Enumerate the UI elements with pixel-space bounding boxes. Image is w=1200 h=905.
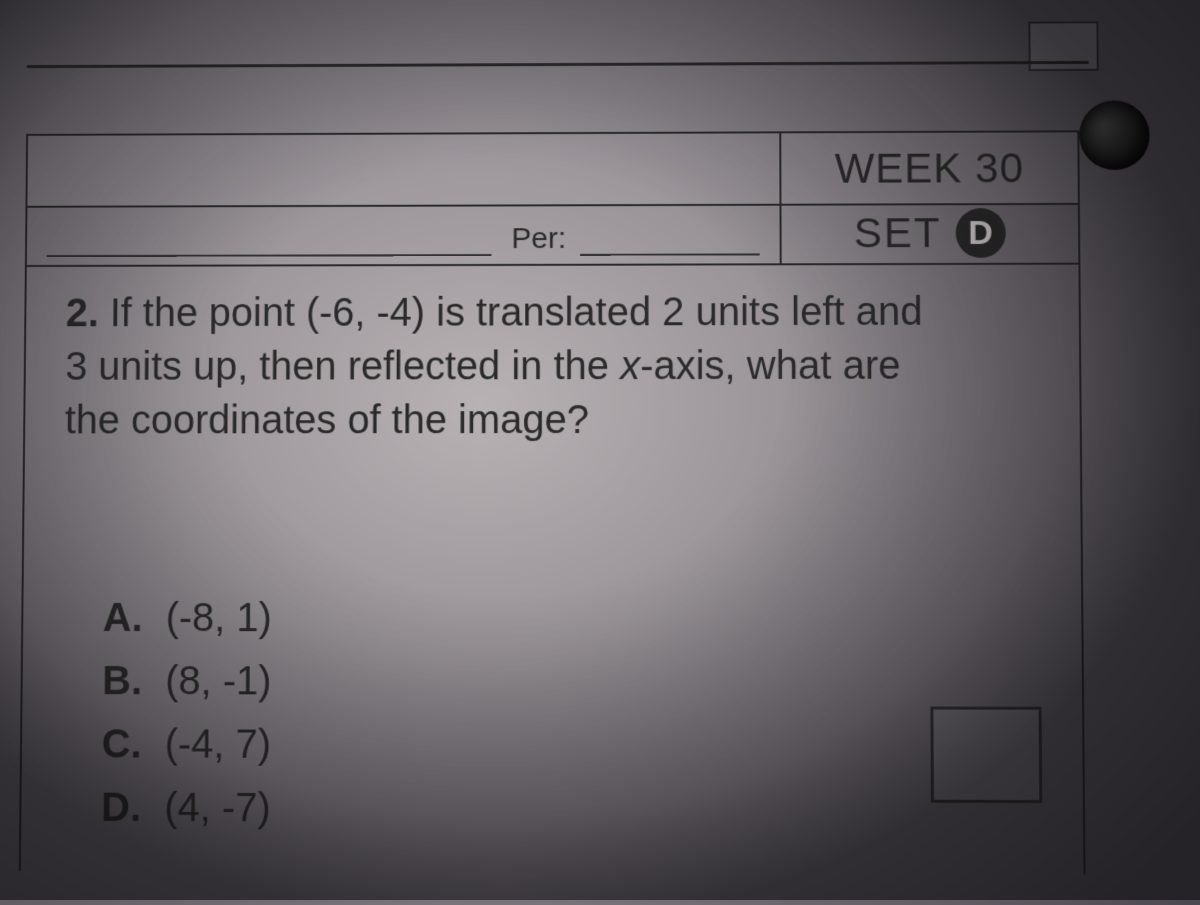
choice-c[interactable]: C. (-4, 7) (101, 722, 271, 768)
choice-c-label: C. (101, 722, 153, 767)
choice-d-label: D. (101, 786, 153, 831)
header-left-blank (25, 131, 779, 207)
choice-d-value: (4, -7) (164, 786, 271, 831)
q-line2b: -axis, what are (640, 344, 901, 388)
top-rule-line (27, 61, 1089, 68)
question-number: 2. (66, 292, 99, 336)
subheader-row: Per: SET D (25, 203, 1081, 267)
question-text: 2. If the point (-6, -4) is translated 2… (65, 285, 1030, 448)
header-row: WEEK 30 (25, 130, 1079, 207)
set-letter-badge: D (955, 208, 1005, 258)
name-blank-line[interactable] (47, 228, 492, 257)
set-box: SET D (779, 203, 1080, 265)
binder-hole (1079, 100, 1150, 170)
question-panel: 2. If the point (-6, -4) is translated 2… (19, 265, 1086, 875)
answer-box[interactable] (930, 707, 1042, 804)
choice-a-label: A. (103, 596, 155, 641)
per-label: Per: (511, 222, 566, 256)
q-line2a: 3 units up, then reflected in the (65, 344, 620, 388)
q-axis-var: x (620, 344, 640, 388)
choice-b[interactable]: B. (8, -1) (102, 659, 272, 704)
set-label: SET (854, 209, 942, 257)
choice-a-value: (-8, 1) (165, 596, 272, 640)
choice-d[interactable]: D. (4, -7) (101, 786, 271, 832)
week-label: WEEK 30 (779, 130, 1080, 205)
choice-a[interactable]: A. (-8, 1) (103, 596, 272, 641)
per-blank-line[interactable] (580, 228, 760, 256)
worksheet-page: WEEK 30 Per: SET D 2. If the point (-6, … (0, 1, 1200, 905)
choice-b-value: (8, -1) (165, 659, 272, 703)
choice-b-label: B. (102, 659, 154, 704)
q-line3: the coordinates of the image? (65, 398, 589, 442)
q-line1: If the point (-6, -4) is translated 2 un… (110, 290, 923, 335)
name-per-area: Per: (25, 204, 780, 267)
choices-list: A. (-8, 1) B. (8, -1) C. (-4, 7) D. (4, … (101, 596, 272, 831)
choice-c-value: (-4, 7) (164, 722, 271, 766)
